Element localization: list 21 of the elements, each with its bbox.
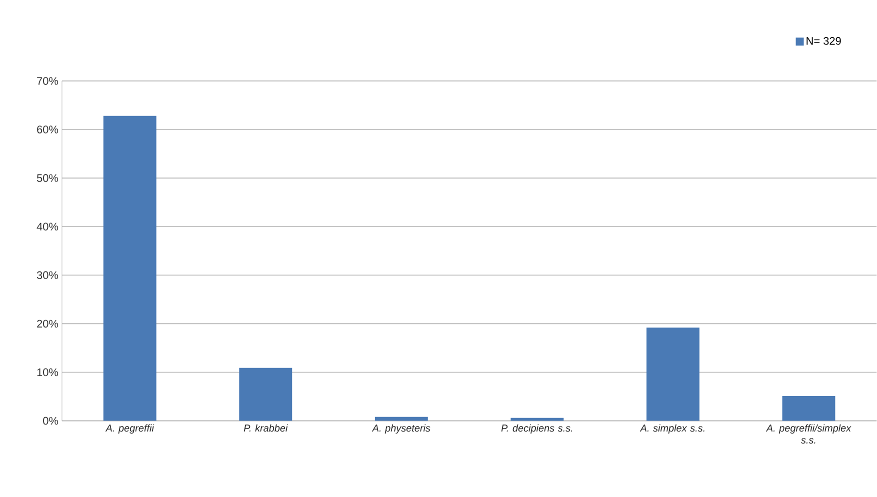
legend-label: N= 329 <box>806 37 841 45</box>
bar <box>103 116 156 421</box>
y-tick-label: 0% <box>43 417 58 425</box>
x-tick-label: P. krabbei <box>244 424 288 432</box>
x-tick-label: A. pegreffii/simplex s.s. <box>766 424 852 444</box>
x-tick-label: A. pegreffii <box>105 424 154 434</box>
y-tick-label: 30% <box>36 271 58 280</box>
x-tick-label: P. decipiens s.s. <box>501 424 572 434</box>
bar <box>782 396 836 421</box>
y-tick-label: 50% <box>36 174 58 182</box>
y-tick-label: 40% <box>36 222 58 231</box>
x-tick-label: A. physeteris <box>372 424 430 434</box>
y-tick-label: 20% <box>37 320 58 328</box>
y-tick-label: 60% <box>37 126 58 134</box>
y-tick-label: 70% <box>37 77 58 85</box>
y-tick-label: 10% <box>37 368 58 376</box>
bar <box>646 328 700 421</box>
x-tick-label: A. simplex s.s. <box>640 424 704 434</box>
bar <box>239 368 292 421</box>
bar <box>374 417 428 421</box>
bar <box>510 418 564 421</box>
